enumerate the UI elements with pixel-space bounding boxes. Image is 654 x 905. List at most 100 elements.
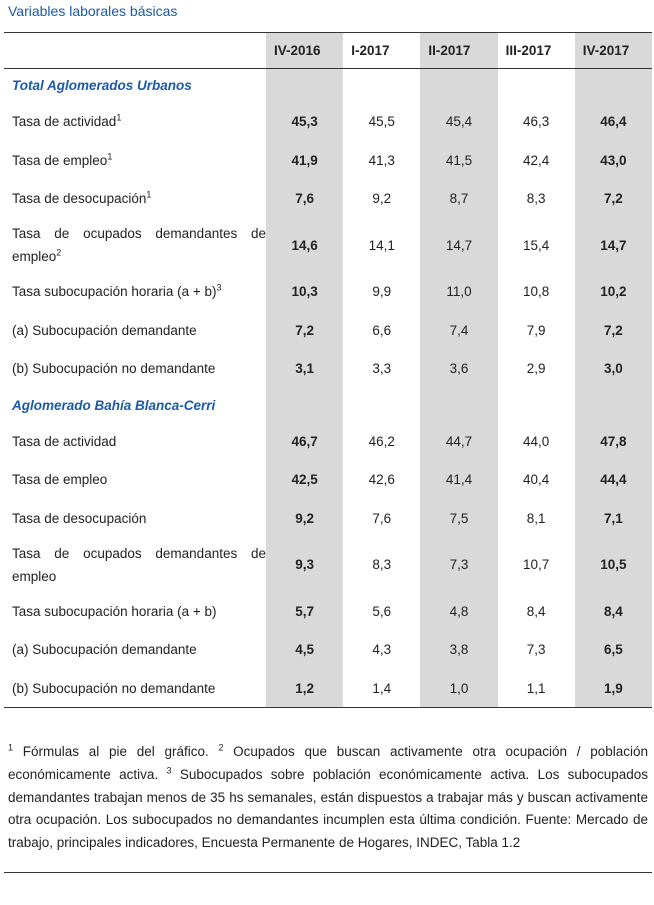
- value-cell: 44,0: [523, 433, 550, 449]
- value-cell: 5,7: [266, 591, 344, 631]
- value-cell: 2,9: [526, 361, 546, 377]
- row-label-text: Tasa de actividad: [12, 433, 117, 449]
- value-cell: 10,2: [574, 272, 652, 311]
- value-cell: 5,6: [372, 603, 392, 619]
- value-cell: 10,8: [523, 284, 550, 300]
- row-label: Tasa de ocupados demandantes de empleo2: [4, 218, 266, 272]
- value-cell: 14,7: [574, 218, 652, 273]
- section-spacer-cell: [266, 388, 344, 423]
- footnote-ref: 3: [216, 282, 222, 293]
- footnote-ref: 1: [107, 151, 113, 162]
- value-cell: 8,1: [526, 511, 546, 527]
- value-cell: 15,4: [523, 237, 550, 253]
- header-label-cell: [4, 32, 267, 69]
- value-cell: 7,6: [372, 511, 392, 527]
- row-label-text: Tasa de desocupación: [12, 511, 147, 527]
- section-spacer-cell: [574, 68, 652, 103]
- row-label: Tasa de actividad1: [4, 103, 266, 142]
- value-cell: 46,3: [523, 114, 550, 130]
- value-cell: 44,7: [420, 422, 498, 461]
- row-label: Tasa de actividad: [4, 422, 266, 461]
- value-cell: 10,3: [266, 272, 344, 311]
- table-row: (a) Subocupación demandante 7,2 6,6 7,4 7,9 7…: [4, 310, 652, 350]
- value-cell: 7,2: [266, 310, 344, 350]
- row-label: Tasa de desocupación1: [4, 180, 266, 219]
- row-label-line1: Tasa de ocupados demandantes de: [12, 226, 267, 242]
- row-label-line1: Tasa de ocupados demandantes de: [12, 545, 267, 561]
- row-label: Tasa de empleo: [4, 461, 266, 500]
- value-cell: 42,6: [368, 472, 395, 488]
- footnote-ref: 1: [146, 189, 152, 200]
- value-cell: 44,4: [574, 460, 652, 500]
- value-cell: 4,8: [420, 591, 498, 631]
- value-cell: 3,8: [420, 630, 498, 670]
- value-cell: 42,4: [523, 152, 550, 168]
- table-row: Tasa de empleo1 41,9 41,3 41,5 42,4 43,0: [4, 141, 652, 180]
- value-cell: 7,6: [266, 179, 344, 219]
- section-title: Aglomerado Bahía Blanca-Cerri: [12, 397, 216, 413]
- header-row: IV-2016 I-2017 II-2017 III-2017 IV-2017: [4, 32, 652, 69]
- table-row: (b) Subocupación no demandante 3,1 3,3 3,6 2…: [4, 349, 652, 389]
- value-cell: 7,5: [420, 499, 498, 538]
- value-cell: 9,2: [266, 499, 344, 538]
- section-spacer-cell: [574, 388, 652, 423]
- value-cell: 14,1: [368, 237, 395, 253]
- footnote-text: Ocupados que buscan activamente otra ocu…: [8, 744, 648, 782]
- value-cell: 7,2: [574, 310, 652, 350]
- footnote-text: Fórmulas al pie del gráfico.: [13, 744, 219, 759]
- value-cell: 7,3: [526, 642, 546, 658]
- value-cell: 47,8: [574, 422, 652, 461]
- row-label: Tasa de desocupación: [4, 499, 266, 538]
- section-header-row: Total Aglomerados Urbanos: [4, 68, 652, 103]
- column-header: IV-2017: [574, 32, 652, 69]
- row-label: (b) Subocupación no demandante: [4, 669, 267, 709]
- value-cell: 4,3: [372, 642, 392, 658]
- footnotes: 1 Fórmulas al pie del gráfico. 2 Ocupado…: [8, 741, 648, 855]
- value-cell: 8,3: [372, 557, 392, 573]
- table-row: (b) Subocupación no demandante 1,2 1,4 1,0 1…: [4, 669, 652, 709]
- section-spacer-cell: [498, 388, 575, 422]
- value-cell: 43,0: [574, 141, 652, 180]
- section-spacer-cell: [420, 388, 498, 423]
- column-header: I-2017: [343, 32, 421, 69]
- footnote-marker: 1: [8, 742, 14, 753]
- footnote-marker: 2: [218, 742, 224, 753]
- table-row: Tasa de empleo 42,5 42,6 41,4 40,4 44,4: [4, 460, 652, 500]
- value-cell: 8,7: [420, 179, 498, 219]
- table-body: Total Aglomerados Urbanos Tasa de activid…: [4, 68, 652, 709]
- section-spacer-cell: [343, 69, 420, 103]
- row-label: (b) Subocupación no demandante: [4, 349, 266, 388]
- value-cell: 8,4: [526, 603, 546, 619]
- value-cell: 41,4: [420, 460, 498, 500]
- row-label: Tasa de empleo1: [4, 141, 266, 180]
- footnote-ref: 2: [56, 247, 62, 258]
- value-cell: 4,5: [266, 630, 344, 670]
- column-header: IV-2016: [266, 32, 344, 69]
- row-label-text: (b) Subocupación no demandante: [12, 361, 216, 377]
- value-cell: 45,3: [266, 102, 344, 142]
- value-cell: 9,3: [266, 537, 344, 592]
- value-cell: 3,1: [266, 349, 344, 389]
- row-label-text: Tasa subocupación horaria (a + b): [12, 603, 217, 619]
- row-label-text: Tasa de desocupación: [12, 191, 147, 207]
- value-cell: 41,9: [266, 141, 344, 180]
- column-header: II-2017: [420, 32, 498, 69]
- row-label-text: (a) Subocupación demandante: [12, 322, 197, 338]
- value-cell: 7,9: [526, 322, 546, 338]
- value-cell: 7,3: [420, 537, 498, 592]
- value-cell: 1,0: [420, 669, 498, 709]
- value-cell: 1,4: [343, 669, 421, 709]
- value-cell: 1,1: [497, 669, 575, 709]
- row-label: (a) Subocupación demandante: [4, 630, 266, 669]
- table-row: Tasa de ocupados demandantes de empleo2 14…: [4, 218, 652, 273]
- row-label-text: (a) Subocupación demandante: [12, 642, 197, 658]
- value-cell: 3,3: [372, 361, 392, 377]
- value-cell: 40,4: [523, 472, 550, 488]
- section-spacer-cell: [498, 69, 575, 103]
- value-cell: 45,4: [420, 102, 498, 142]
- value-cell: 3,6: [420, 349, 498, 389]
- value-cell: 14,7: [420, 218, 498, 273]
- table-row: Tasa de actividad1 45,3 45,5 45,4 46,3 46,4: [4, 102, 652, 142]
- row-label-text: Tasa de actividad: [12, 114, 117, 130]
- table-row: (a) Subocupación demandante 4,5 4,3 3,8 7,3 6…: [4, 630, 652, 670]
